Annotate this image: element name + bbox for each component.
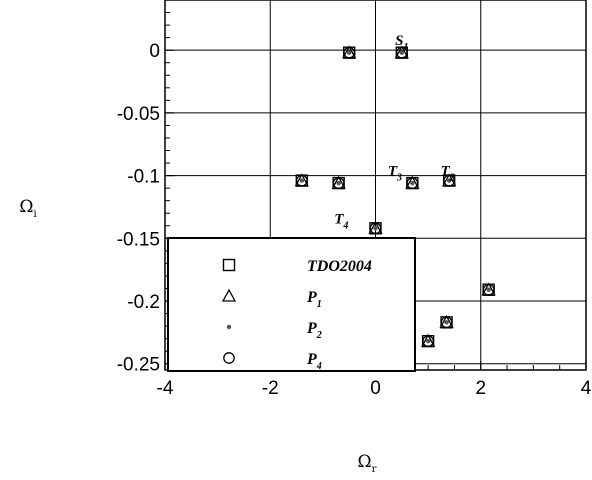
y-axis-label: Ωi <box>19 197 36 220</box>
y-tick-label: -0.2 <box>127 292 160 313</box>
y-tick-label: 0 <box>149 41 160 62</box>
point-dot <box>486 287 491 292</box>
point-circle <box>440 316 453 329</box>
legend-marker-square <box>222 258 236 272</box>
point-circle <box>369 222 382 235</box>
point-circle <box>422 335 434 348</box>
x-tick-label: -2 <box>262 378 279 399</box>
point-dot <box>425 338 431 344</box>
y-tick-label: -0.25 <box>117 355 160 376</box>
point-dot <box>410 180 415 186</box>
point-circle <box>332 177 345 189</box>
legend-label: P4 <box>306 351 322 372</box>
x-tick-label: 2 <box>475 378 486 399</box>
x-tick-label: 4 <box>581 378 592 399</box>
y-tick-label: -0.1 <box>127 167 160 188</box>
point-circle <box>295 174 308 187</box>
point-dot <box>373 226 378 231</box>
point-dot <box>299 178 305 183</box>
point-circle <box>482 283 495 296</box>
axis-labels: Ωr Ωi <box>19 197 376 475</box>
y-tick-label: -0.05 <box>117 104 160 125</box>
legend-label: P2 <box>306 320 322 341</box>
legend-marker-dot <box>226 324 232 330</box>
y-tick-label: -0.15 <box>117 229 160 250</box>
point-dot <box>444 320 449 325</box>
annotation-label: T2 <box>441 164 455 184</box>
point-circle <box>343 46 356 59</box>
x-tick-label: -4 <box>157 378 174 399</box>
annotation-label: T4 <box>334 211 348 231</box>
point-dot <box>346 50 352 55</box>
tick-layer: -4 -2 0 2 4 0 -0.05 -0.1 -0.15 -0.2 -0.25 <box>117 0 592 399</box>
annotation-label: T3 <box>388 164 402 184</box>
legend-box <box>167 237 416 372</box>
legend: TDO2004 P1 P2 P4 <box>167 237 416 372</box>
legend-marker-triangle <box>221 288 237 302</box>
legend-marker-circle <box>223 352 235 364</box>
marker-layer <box>294 45 496 348</box>
point-dot <box>399 50 405 55</box>
x-axis-label: Ωr <box>358 452 377 475</box>
x-tick-label: 0 <box>370 378 381 399</box>
point-circle <box>443 174 456 187</box>
legend-label: TDO2004 <box>307 258 372 275</box>
annotation-layer: S1 T3 T2 T4 <box>334 33 454 231</box>
point-circle <box>406 177 419 189</box>
point-dot <box>336 180 341 186</box>
annotation-label: S1 <box>395 33 408 53</box>
point-circle <box>395 46 408 59</box>
point-dot <box>446 178 452 183</box>
legend-label: P1 <box>306 289 322 310</box>
